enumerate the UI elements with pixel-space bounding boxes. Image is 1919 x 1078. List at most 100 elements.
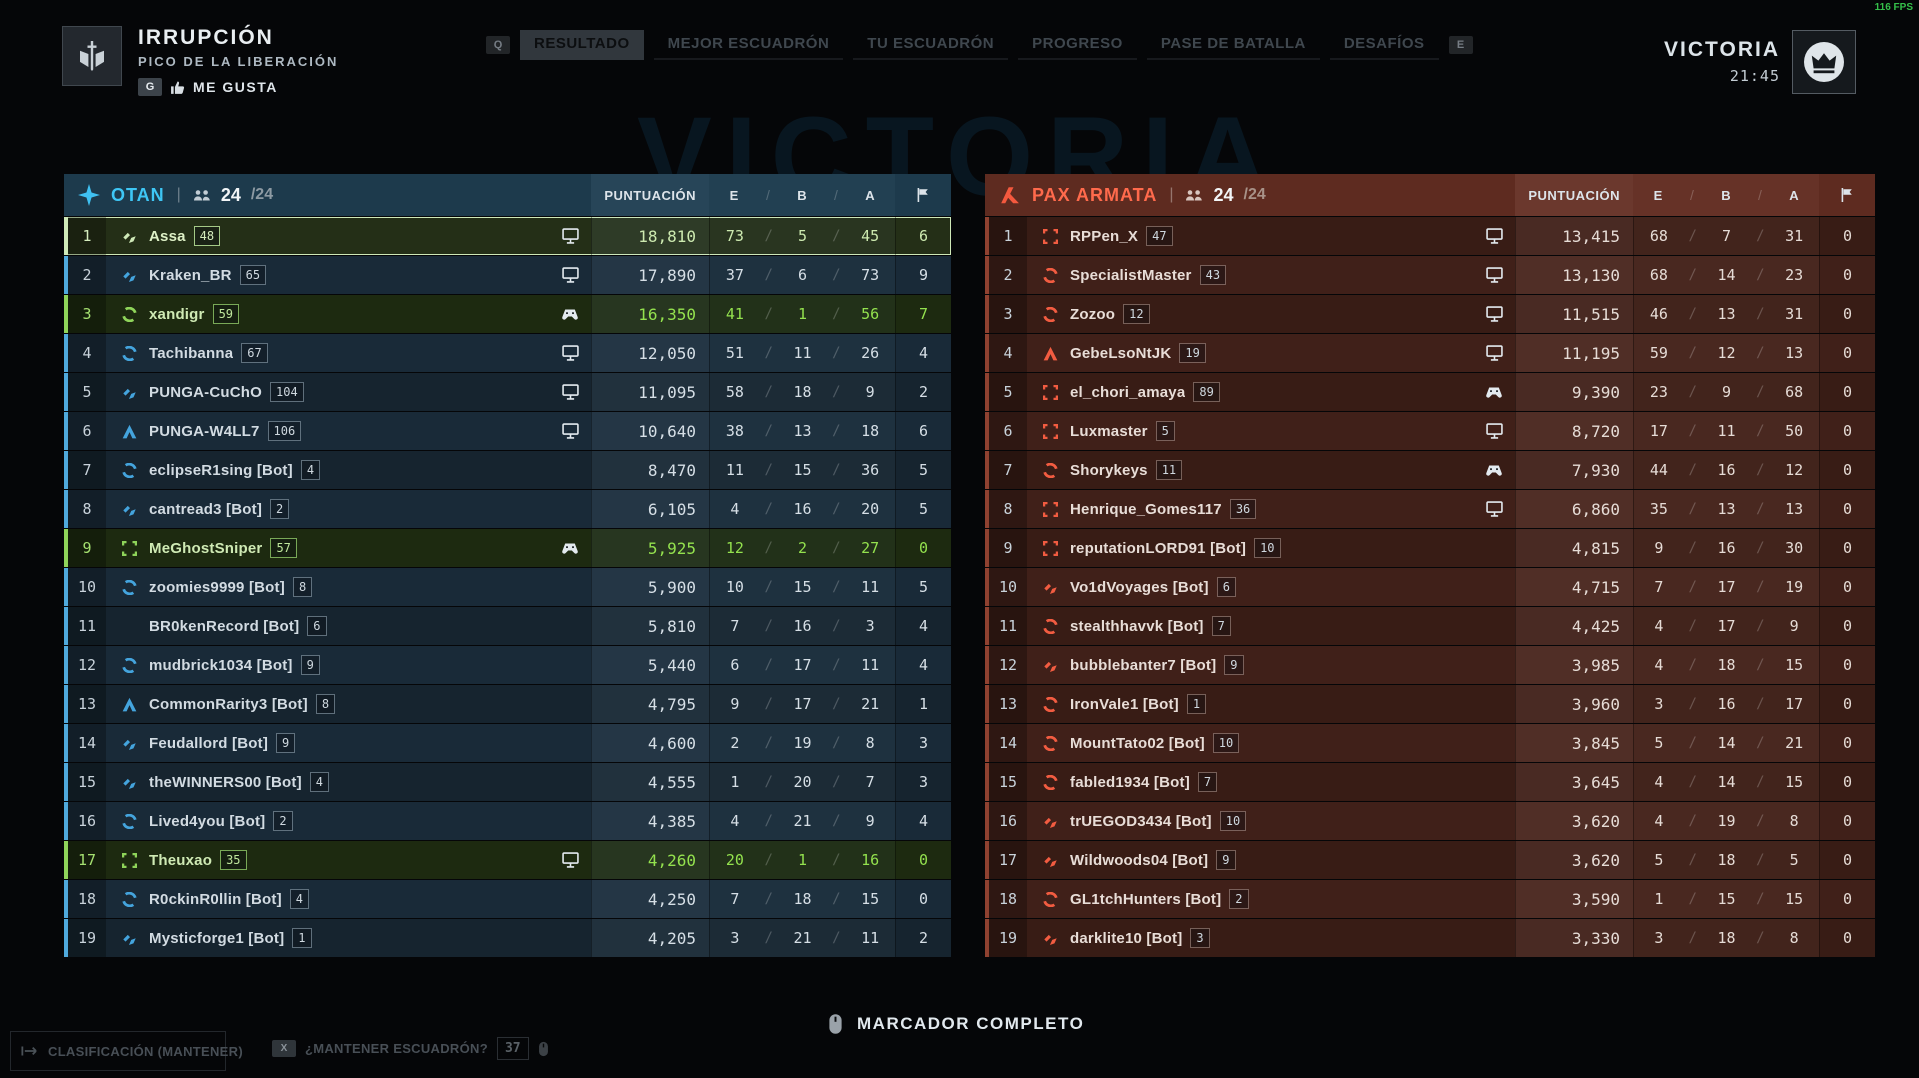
classification-hint-button[interactable]: CLASIFICACIÓN (MANTENER)	[10, 1031, 243, 1071]
rank-number: 18	[77, 890, 97, 908]
player-row[interactable]: 13	[985, 685, 1875, 723]
player-row[interactable]: 14	[985, 724, 1875, 762]
rank-number: 5	[82, 383, 92, 401]
assists-value: 19	[1785, 578, 1804, 596]
deaths-value: 18	[793, 383, 812, 401]
player-row[interactable]: 7	[985, 451, 1875, 489]
full-scoreboard-hint[interactable]: MARCADOR COMPLETO	[828, 1013, 1084, 1035]
player-cell: Kraken_BR 65	[108, 256, 591, 294]
assists-value: 8	[1789, 929, 1799, 947]
player-row[interactable]: 5	[985, 373, 1875, 411]
player-row[interactable]: 12	[985, 646, 1875, 684]
player-row[interactable]: 8	[64, 490, 951, 528]
player-row[interactable]: 19	[985, 919, 1875, 957]
assists-value: 26	[861, 344, 880, 362]
rank-number: 14	[998, 734, 1018, 752]
player-row[interactable]: 2	[985, 256, 1875, 294]
player-row[interactable]: 14	[64, 724, 951, 762]
eba-cell: 4 19 8	[1633, 802, 1819, 840]
player-row[interactable]: 8	[985, 490, 1875, 528]
player-row[interactable]: 5	[64, 373, 951, 411]
assists-value: 73	[861, 266, 880, 284]
flags-cell: 2	[895, 373, 951, 411]
rank-cell: 15	[64, 763, 106, 801]
player-row[interactable]: 6	[64, 412, 951, 450]
player-row[interactable]: 12	[64, 646, 951, 684]
player-row[interactable]: 18	[985, 880, 1875, 918]
tab-desafios[interactable]: DESAFÍOS	[1329, 30, 1439, 60]
class-icon-slot	[117, 736, 141, 751]
player-name: PUNGA-CuChO	[149, 383, 263, 401]
player-row[interactable]: 15	[64, 763, 951, 801]
class-icon-slot	[117, 852, 141, 868]
eliminations-header: E	[729, 187, 739, 203]
score-cell: 4,795	[591, 685, 709, 723]
deaths-value: 16	[793, 617, 812, 635]
assists-value: 27	[861, 539, 880, 557]
eliminations-value: 20	[725, 851, 744, 869]
flags-cell: 0	[1819, 802, 1875, 840]
like-button[interactable]: G ME GUSTA	[138, 78, 338, 96]
player-row[interactable]: 9	[985, 529, 1875, 567]
player-row[interactable]: 11	[64, 607, 951, 645]
assists-value: 23	[1785, 266, 1804, 284]
player-row[interactable]: 9	[64, 529, 951, 567]
map-name: PICO DE LA LIBERACIÓN	[138, 54, 339, 69]
assists-value: 3	[865, 617, 875, 635]
player-row[interactable]: 4	[985, 334, 1875, 372]
support-class-icon	[122, 268, 137, 283]
tab-progreso[interactable]: PROGRESO	[1018, 30, 1137, 60]
player-row[interactable]: 17	[64, 841, 951, 879]
player-row[interactable]: 10	[64, 568, 951, 606]
slash-separator	[760, 267, 778, 283]
score-cell: 5,440	[591, 646, 709, 684]
flags-cell: 4	[895, 607, 951, 645]
tab-tu-escuadron[interactable]: TU ESCUADRÓN	[853, 30, 1009, 60]
player-row[interactable]: 19	[64, 919, 951, 957]
rank-cell: 16	[985, 802, 1027, 840]
score-cell: 8,470	[591, 451, 709, 489]
player-row[interactable]: 10	[985, 568, 1875, 606]
support-class-icon	[122, 775, 137, 790]
player-row[interactable]: 7	[64, 451, 951, 489]
player-row[interactable]: 2	[64, 256, 951, 294]
flags-cell: 0	[1819, 763, 1875, 801]
player-cell: RPPen_X 47	[1029, 217, 1515, 255]
player-level-badge: 10	[1254, 538, 1281, 558]
rank-number: 2	[82, 266, 92, 284]
prev-tab-key-badge[interactable]: Q	[486, 36, 510, 54]
engineer-class-icon	[121, 462, 137, 478]
player-row[interactable]: 1	[64, 217, 951, 255]
player-cell: xandigr 59	[108, 295, 591, 333]
player-name: zoomies9999 [Bot]	[149, 578, 285, 596]
player-level-badge: 9	[300, 655, 320, 675]
player-row[interactable]: 3	[985, 295, 1875, 333]
eliminations-value: 1	[1654, 890, 1664, 908]
player-row[interactable]: 16	[985, 802, 1875, 840]
player-row[interactable]: 16	[64, 802, 951, 840]
tab-resultado[interactable]: RESULTADO	[520, 30, 644, 60]
player-row[interactable]: 17	[985, 841, 1875, 879]
tab-mejor-escuadron[interactable]: MEJOR ESCUADRÓN	[653, 30, 844, 60]
assists-value: 9	[865, 812, 875, 830]
player-row[interactable]: 18	[64, 880, 951, 918]
deaths-value: 13	[1717, 500, 1736, 518]
player-row[interactable]: 13	[64, 685, 951, 723]
score-cell: 5,810	[591, 607, 709, 645]
class-icon-slot	[1038, 306, 1062, 322]
player-row[interactable]: 11	[985, 607, 1875, 645]
player-row[interactable]: 3	[64, 295, 951, 333]
class-icon-slot	[1038, 735, 1062, 751]
eba-cell: 1 20 7	[709, 763, 895, 801]
player-row[interactable]: 6	[985, 412, 1875, 450]
player-row[interactable]: 1	[985, 217, 1875, 255]
player-row[interactable]: 15	[985, 763, 1875, 801]
tab-pase-de-batalla[interactable]: PASE DE BATALLA	[1146, 30, 1320, 60]
player-row[interactable]: 4	[64, 334, 951, 372]
keep-squad-prompt[interactable]: X ¿MANTENER ESCUADRÓN? 37	[272, 1037, 549, 1060]
player-cell: mudbrick1034 [Bot] 9	[108, 646, 591, 684]
tab-key-icon	[21, 1045, 39, 1057]
next-tab-key-badge[interactable]: E	[1448, 36, 1473, 54]
player-level-badge: 47	[1146, 226, 1173, 246]
slash-separator	[760, 345, 778, 361]
